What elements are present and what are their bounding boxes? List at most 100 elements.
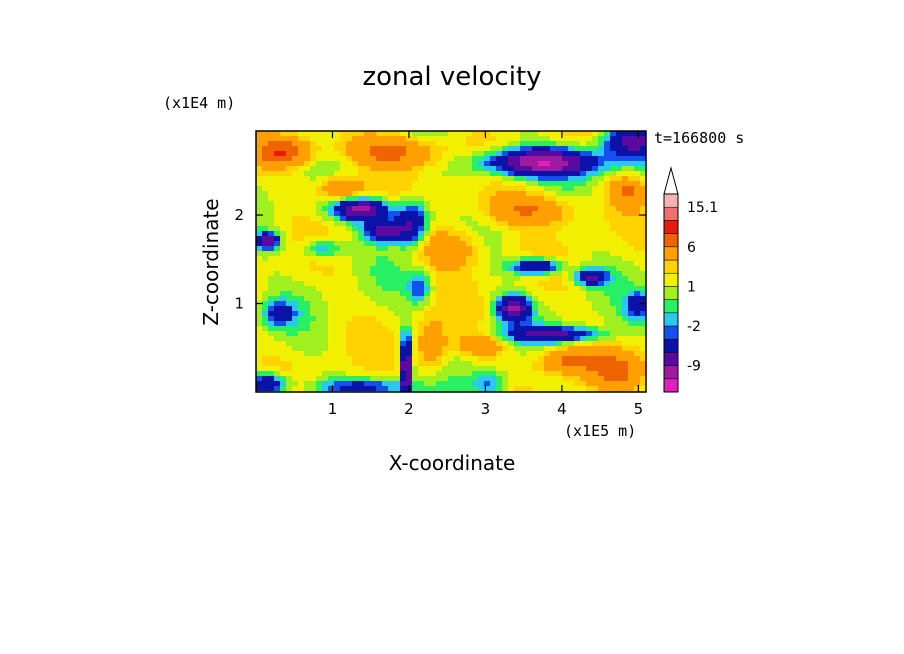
- field-cell: [538, 286, 545, 292]
- field-cell: [376, 261, 383, 267]
- field-cell: [406, 331, 413, 337]
- field-cell: [448, 166, 455, 172]
- field-cell: [532, 136, 539, 142]
- field-cell: [256, 291, 263, 297]
- field-cell: [628, 261, 635, 267]
- field-cell: [472, 161, 479, 167]
- field-cell: [526, 246, 533, 252]
- field-cell: [526, 311, 533, 317]
- field-cell: [514, 221, 521, 227]
- field-cell: [610, 356, 617, 362]
- field-cell: [622, 216, 629, 222]
- field-cell: [514, 206, 521, 212]
- field-cell: [346, 296, 353, 302]
- field-cell: [412, 156, 419, 162]
- field-cell: [376, 271, 383, 277]
- field-cell: [520, 191, 527, 197]
- field-cell: [274, 381, 281, 387]
- field-cell: [358, 296, 365, 302]
- field-cell: [394, 256, 401, 262]
- field-cell: [592, 331, 599, 337]
- field-cell: [328, 251, 335, 257]
- field-cell: [430, 256, 437, 262]
- field-cell: [526, 211, 533, 217]
- field-cell: [538, 191, 545, 197]
- field-cell: [310, 386, 317, 392]
- field-cell: [616, 261, 623, 267]
- field-cell: [490, 221, 497, 227]
- field-cell: [400, 266, 407, 272]
- field-cell: [436, 146, 443, 152]
- field-cell: [256, 376, 263, 382]
- field-cell: [478, 266, 485, 272]
- field-cell: [544, 206, 551, 212]
- field-cell: [256, 356, 263, 362]
- field-cell: [400, 206, 407, 212]
- field-cell: [508, 331, 515, 337]
- field-cell: [394, 286, 401, 292]
- field-cell: [484, 146, 491, 152]
- field-cell: [472, 146, 479, 152]
- field-cell: [316, 161, 323, 167]
- field-cell: [490, 196, 497, 202]
- field-cell: [466, 141, 473, 147]
- field-cell: [568, 271, 575, 277]
- field-cell: [532, 186, 539, 192]
- field-cell: [280, 316, 287, 322]
- field-cell: [382, 196, 389, 202]
- field-cell: [544, 151, 551, 157]
- field-cell: [310, 376, 317, 382]
- field-cell: [304, 181, 311, 187]
- field-cell: [334, 286, 341, 292]
- field-cell: [430, 286, 437, 292]
- field-cell: [448, 296, 455, 302]
- field-cell: [478, 286, 485, 292]
- field-cell: [442, 346, 449, 352]
- field-cell: [286, 336, 293, 342]
- field-cell: [442, 201, 449, 207]
- field-cell: [286, 376, 293, 382]
- field-cell: [520, 196, 527, 202]
- field-cell: [574, 316, 581, 322]
- field-cell: [580, 181, 587, 187]
- field-cell: [574, 211, 581, 217]
- field-cell: [574, 201, 581, 207]
- field-cell: [388, 321, 395, 327]
- field-cell: [640, 266, 646, 272]
- field-cell: [370, 191, 377, 197]
- field-cell: [448, 376, 455, 382]
- field-cell: [256, 286, 263, 292]
- field-cell: [532, 241, 539, 247]
- field-cell: [556, 206, 563, 212]
- colorbar-frame: [663, 193, 679, 393]
- field-cell: [262, 316, 269, 322]
- field-cell: [598, 176, 605, 182]
- field-cell: [640, 286, 646, 292]
- field-cell: [412, 201, 419, 207]
- field-cell: [334, 311, 341, 317]
- field-cell: [382, 301, 389, 307]
- field-cell: [574, 321, 581, 327]
- field-cell: [532, 176, 539, 182]
- field-cell: [274, 246, 281, 252]
- field-cell: [562, 241, 569, 247]
- field-cell: [520, 256, 527, 262]
- field-cell: [256, 206, 263, 212]
- field-cell: [592, 286, 599, 292]
- colorbar-band: [663, 378, 679, 393]
- field-cell: [592, 296, 599, 302]
- field-cell: [580, 151, 587, 157]
- field-cell: [472, 306, 479, 312]
- field-cell: [316, 166, 323, 172]
- field-cell: [430, 386, 437, 392]
- field-cell: [490, 331, 497, 337]
- field-cell: [490, 271, 497, 277]
- field-cell: [478, 231, 485, 237]
- field-cell: [412, 196, 419, 202]
- field-cell: [550, 386, 557, 392]
- field-cell: [472, 251, 479, 257]
- field-cell: [508, 191, 515, 197]
- field-cell: [616, 241, 623, 247]
- field-cell: [358, 216, 365, 222]
- field-cell: [310, 171, 317, 177]
